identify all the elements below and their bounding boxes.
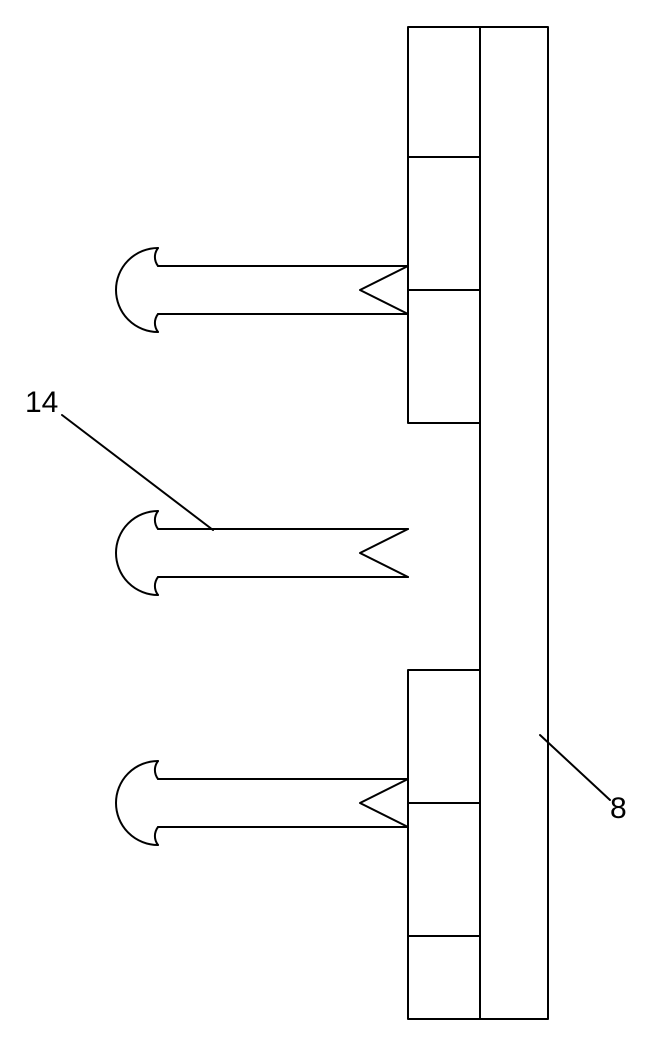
diagram-label: 14 [25, 386, 58, 419]
diagram-label: 8 [610, 792, 627, 825]
